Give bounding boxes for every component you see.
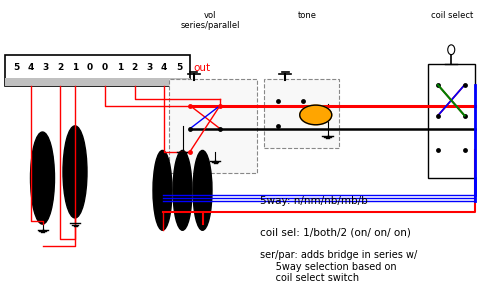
Text: 1: 1 [116,63,123,72]
Text: coil sel: 1/both/2 (on/ on/ on): coil sel: 1/both/2 (on/ on/ on) [260,227,411,237]
Bar [5,78,190,86]
Text: 5: 5 [13,63,19,72]
Text: 0: 0 [87,63,93,72]
Text: 2: 2 [58,63,64,72]
Text: 3: 3 [42,63,49,72]
Text: 5way: n/nm/nb/mb/b: 5way: n/nm/nb/mb/b [260,196,368,207]
Text: tone: tone [298,11,317,20]
Ellipse shape [63,126,87,218]
Ellipse shape [173,150,192,230]
Text: coil select: coil select [432,11,474,20]
FancyBboxPatch shape [264,79,339,148]
Text: 4: 4 [161,63,168,72]
Text: vol
series/parallel: vol series/parallel [180,11,240,30]
Bar [428,64,475,178]
Ellipse shape [153,150,172,230]
Text: 5: 5 [176,63,182,72]
Text: 4: 4 [28,63,34,72]
Text: ser/par: adds bridge in series w/
     5way selection based on
     coil select : ser/par: adds bridge in series w/ 5way s… [260,250,417,283]
Text: 3: 3 [146,63,152,72]
Circle shape [300,105,332,125]
Text: 0: 0 [102,63,108,72]
FancyBboxPatch shape [168,79,256,173]
Text: 1: 1 [72,63,78,72]
Bar [5,55,190,86]
Ellipse shape [193,150,212,230]
Ellipse shape [30,132,54,224]
Text: 2: 2 [132,63,138,72]
Text: out: out [193,63,210,72]
